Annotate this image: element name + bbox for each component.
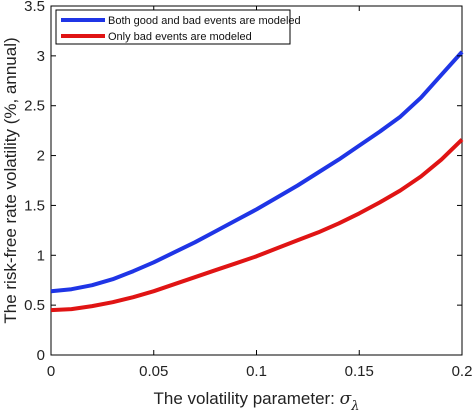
x-axis-label: The volatility parameter: σλ	[154, 389, 360, 414]
x-axis-label-symbol: σ	[340, 389, 352, 409]
plot-area	[50, 5, 464, 356]
x-tick-label: 0.15	[345, 363, 374, 380]
y-axis-label: The risk-free rate volatility (%, annual…	[1, 37, 20, 323]
legend-label-1: Both good and bad events are modeled	[108, 15, 301, 27]
plot-frame	[50, 5, 463, 356]
y-tick-label: 2	[37, 148, 45, 165]
legend-box	[55, 9, 291, 45]
ticks-layer	[50, 5, 463, 356]
legend-label-2: Only bad events are modeled	[108, 31, 252, 43]
y-tick-label: 0.5	[24, 297, 45, 314]
y-tick-label: 3	[37, 48, 45, 65]
x-axis-label-subscript: λ	[350, 399, 359, 414]
x-tick-label: 0.2	[452, 363, 473, 380]
y-tick-label: 2.5	[24, 98, 45, 115]
tick-labels: 0 0.05 0.1 0.15 0.2 0 0.5 1 1.5 2 2.5 3 3.5	[24, 0, 472, 380]
y-tick-label: 0	[37, 347, 45, 364]
x-tick-label: 0	[47, 363, 55, 380]
series-line-2	[50, 138, 464, 313]
x-tick-label: 0.05	[139, 363, 168, 380]
x-tick-label: 0.1	[246, 363, 267, 380]
series-line-1	[50, 50, 464, 294]
y-tick-label: 3.5	[24, 0, 45, 15]
x-axis-label-text: The volatility parameter:	[154, 389, 340, 408]
y-tick-label: 1.5	[24, 197, 45, 214]
series-layer	[50, 50, 464, 313]
legend: Both good and bad events are modeled Only…	[55, 9, 301, 45]
y-tick-label: 1	[37, 247, 45, 264]
